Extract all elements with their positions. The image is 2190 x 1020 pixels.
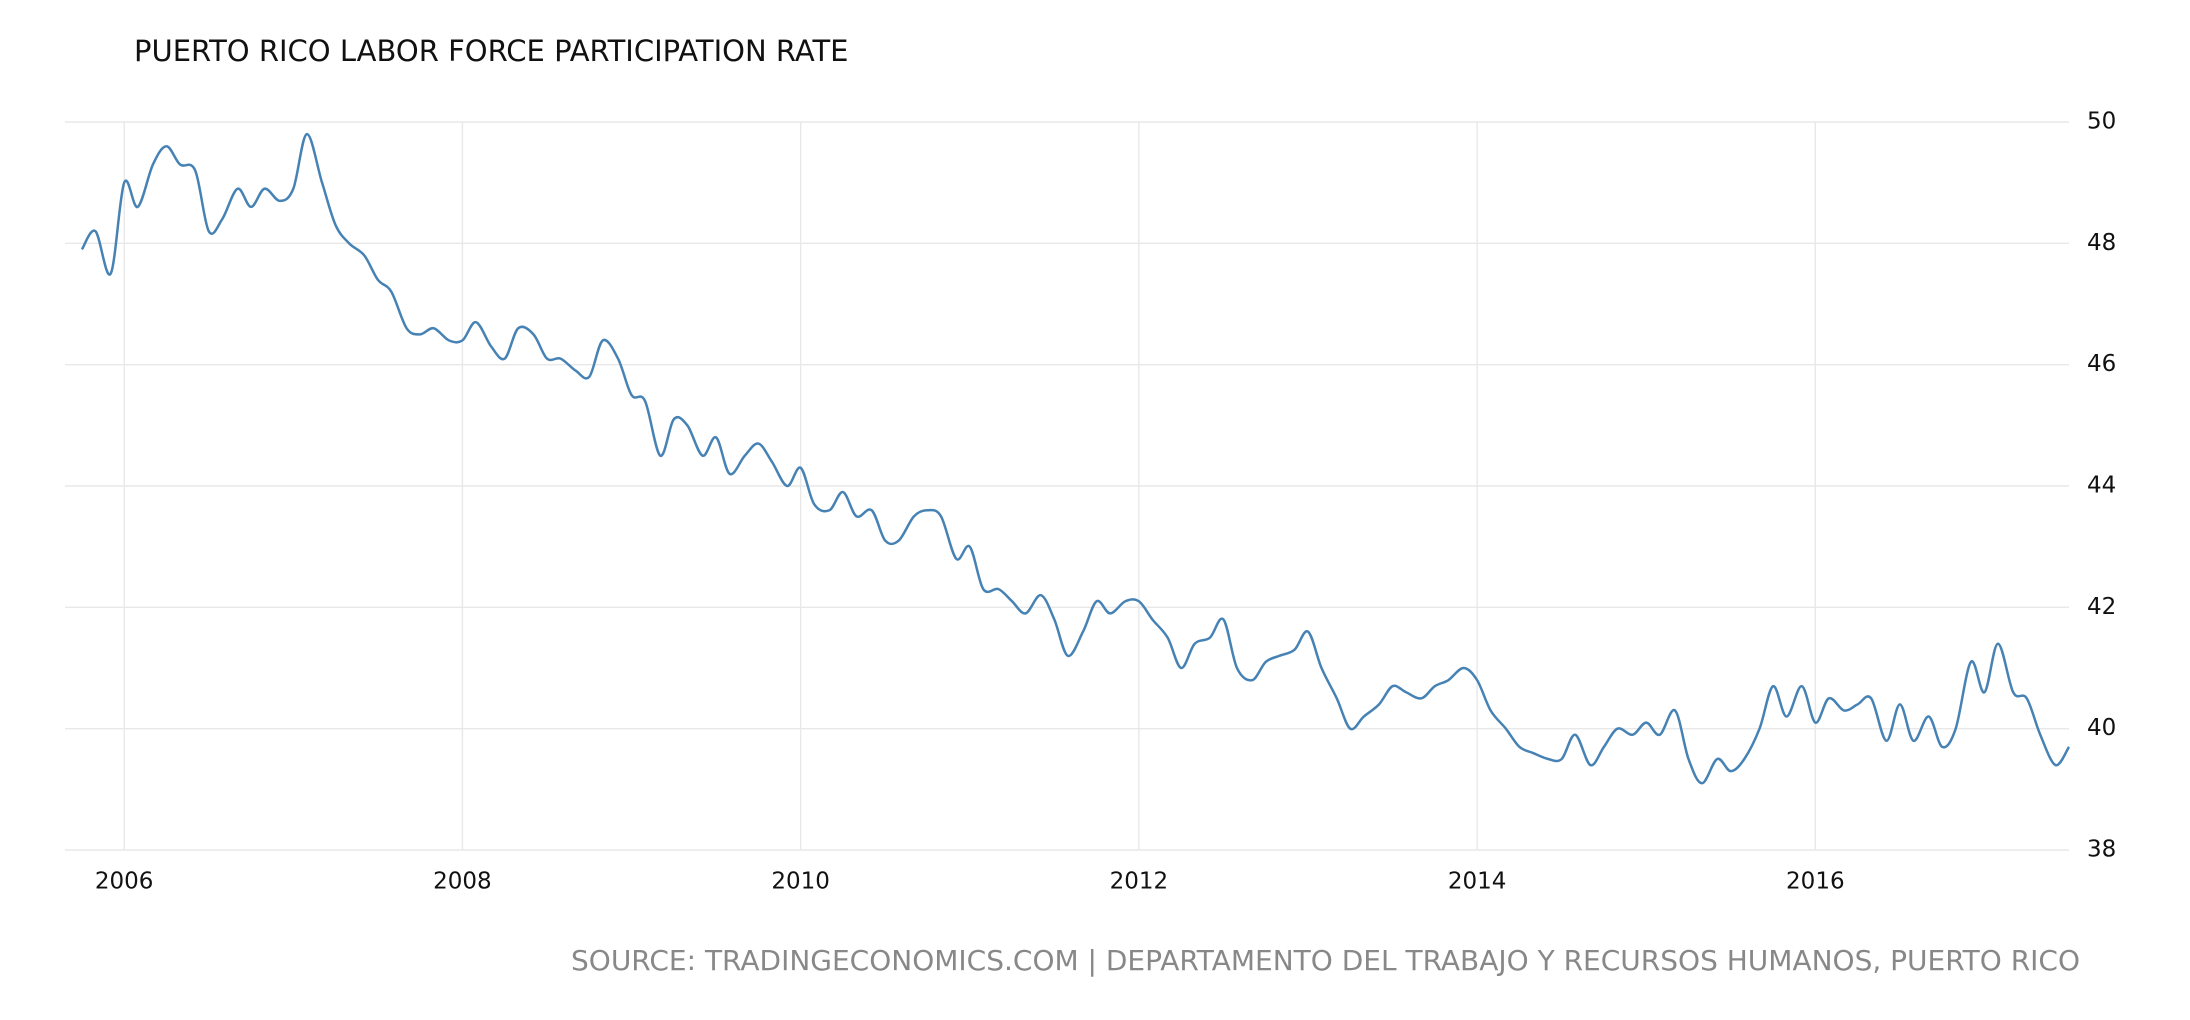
x-tick-label: 2010 (771, 869, 830, 895)
y-tick-label: 46 (2087, 351, 2116, 377)
x-tick-label: 2006 (95, 869, 154, 895)
y-tick-label: 38 (2087, 837, 2116, 863)
y-tick-label: 40 (2087, 715, 2116, 741)
x-tick-label: 2014 (1448, 869, 1507, 895)
chart-source: SOURCE: TRADINGECONOMICS.COM | DEPARTAME… (571, 944, 2080, 977)
y-tick-label: 50 (2087, 109, 2116, 135)
y-tick-label: 44 (2087, 473, 2116, 499)
y-tick-label: 48 (2087, 230, 2116, 256)
y-tick-label: 42 (2087, 594, 2116, 620)
x-tick-label: 2016 (1786, 869, 1845, 895)
chart-title: PUERTO RICO LABOR FORCE PARTICIPATION RA… (134, 34, 848, 68)
data-line (80, 132, 2071, 785)
x-tick-label: 2012 (1110, 869, 1169, 895)
x-tick-label: 2008 (433, 869, 492, 895)
